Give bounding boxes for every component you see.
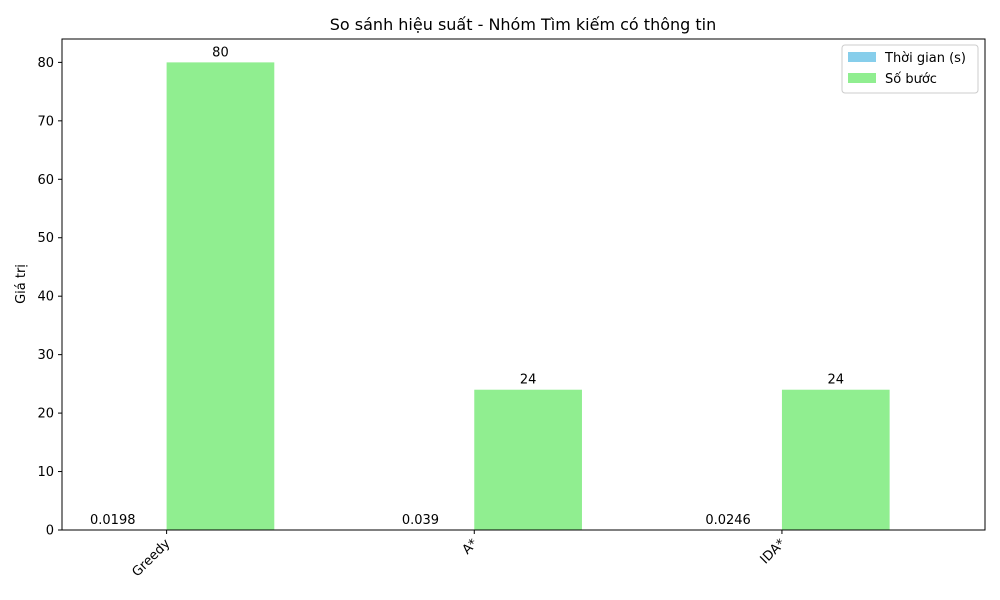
y-tick-label: 30 — [37, 348, 54, 363]
plot-frame — [61, 38, 986, 531]
x-tick-label: IDA* — [758, 536, 789, 567]
plot-area: 0.0198 80 0.039 24 0.0246 24 — [58, 45, 890, 530]
data-label-steps: 24 — [520, 373, 537, 388]
legend-label-time: Thời gian (s) — [884, 51, 966, 66]
x-tick-label: Greedy — [130, 536, 174, 580]
legend-label-steps: Số bước — [885, 72, 937, 87]
chart-title: So sánh hiệu suất - Nhóm Tìm kiếm có thô… — [330, 15, 717, 34]
data-label-steps: 24 — [828, 373, 845, 388]
legend: Thời gian (s) Số bước — [841, 44, 979, 94]
y-tick-label: 50 — [37, 231, 54, 246]
y-tick-label: 40 — [37, 290, 54, 305]
y-tick-label: 10 — [37, 465, 54, 480]
bar-steps — [781, 389, 890, 530]
x-tick-label: A* — [460, 536, 482, 558]
y-tick-label: 70 — [37, 114, 54, 129]
data-label-time: 0.0198 — [90, 513, 136, 528]
data-label-time: 0.039 — [402, 513, 439, 528]
y-tick-label: 0 — [46, 524, 54, 539]
y-tick-label: 80 — [37, 56, 54, 71]
data-label-time: 0.0246 — [705, 513, 751, 528]
axis-ticks: 0 10 20 30 40 50 60 70 80 Greedy A* IDA* — [37, 56, 789, 580]
legend-swatch-steps — [848, 73, 876, 83]
y-tick-label: 60 — [37, 173, 54, 188]
bar-steps — [474, 389, 582, 530]
data-label-steps: 80 — [212, 45, 229, 60]
y-tick-label: 20 — [37, 407, 54, 422]
bar-steps — [166, 62, 275, 530]
y-axis-label: Giá trị — [14, 264, 29, 304]
legend-swatch-time — [848, 52, 876, 62]
